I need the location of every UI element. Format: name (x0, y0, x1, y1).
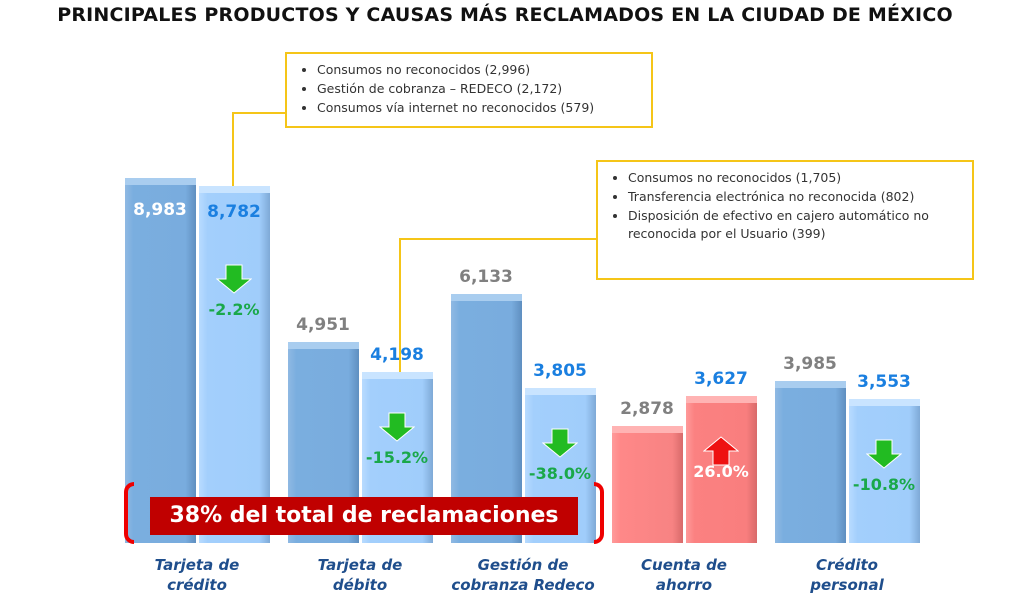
label-current: 4,198 (370, 345, 424, 366)
arrow-down-icon (378, 412, 416, 443)
callout-item: Disposición de efectivo en cajero automá… (628, 207, 962, 243)
arrow-down-icon (541, 428, 579, 459)
label-previous: 6,133 (459, 266, 513, 287)
category-label: Crédito personal (762, 555, 932, 595)
change-label: -2.2% (208, 300, 260, 320)
chart-title: PRINCIPALES PRODUCTOS Y CAUSAS MÁS RECLA… (57, 4, 953, 26)
bar-current (199, 186, 270, 543)
callout-item: Gestión de cobranza – REDECO (2,172) (317, 80, 641, 98)
category-label: Tarjeta de crédito (112, 555, 282, 595)
total-share-banner: 38% del total de reclamaciones (150, 497, 578, 535)
category-label: Cuenta de ahorro (599, 555, 769, 595)
category-line: Gestión de (477, 556, 569, 574)
category-label: Tarjeta de débito (275, 555, 445, 595)
left-bracket (124, 482, 134, 544)
category-line: crédito (167, 576, 227, 594)
label-current: 8,782 (207, 202, 261, 223)
callout-item: Transferencia electrónica no reconocida … (628, 188, 962, 206)
category-line: cobranza Redeco (451, 576, 595, 594)
callout-connector (232, 112, 286, 114)
category-line: Cuenta de (641, 556, 727, 574)
callout-item: Consumos no reconocidos (1,705) (628, 169, 962, 187)
category-line: débito (332, 576, 388, 594)
label-previous: 2,878 (620, 399, 674, 420)
callout-connector (399, 238, 401, 374)
callout-item: Consumos no reconocidos (2,996) (317, 61, 641, 79)
category-line: ahorro (655, 576, 713, 594)
category-line: personal (810, 576, 884, 594)
change-label: 26.0% (693, 461, 749, 481)
label-current: 3,805 (533, 361, 587, 382)
bar-current (686, 395, 757, 543)
change-label: -15.2% (365, 448, 429, 468)
category-label: Gestión de cobranza Redeco (438, 555, 608, 595)
change-label: -38.0% (528, 464, 592, 484)
category-line: Tarjeta de (317, 556, 403, 574)
label-previous: 4,951 (296, 314, 350, 335)
label-current: 3,553 (857, 371, 911, 392)
change-label: -10.8% (852, 474, 916, 494)
label-previous: 8,983 (133, 200, 187, 220)
right-bracket (594, 482, 604, 544)
bar-previous (775, 381, 846, 543)
arrow-up-icon (702, 435, 740, 466)
callout-connector (399, 238, 597, 240)
arrow-down-icon (865, 439, 903, 469)
bar-previous (125, 178, 196, 543)
label-previous: 3,985 (783, 354, 837, 375)
callout-tarjeta-credito: Consumos no reconocidos (2,996) Gestión … (285, 52, 653, 128)
bar-current (849, 398, 920, 543)
arrow-down-icon (215, 264, 253, 294)
callout-tarjeta-debito: Consumos no reconocidos (1,705) Transfer… (596, 160, 974, 280)
label-current: 3,627 (694, 368, 748, 389)
bar-previous (612, 426, 683, 543)
callout-item: Consumos vía internet no reconocidos (57… (317, 99, 641, 117)
category-line: Tarjeta de (154, 556, 240, 574)
category-line: Crédito (816, 556, 878, 574)
callout-connector (232, 112, 234, 186)
